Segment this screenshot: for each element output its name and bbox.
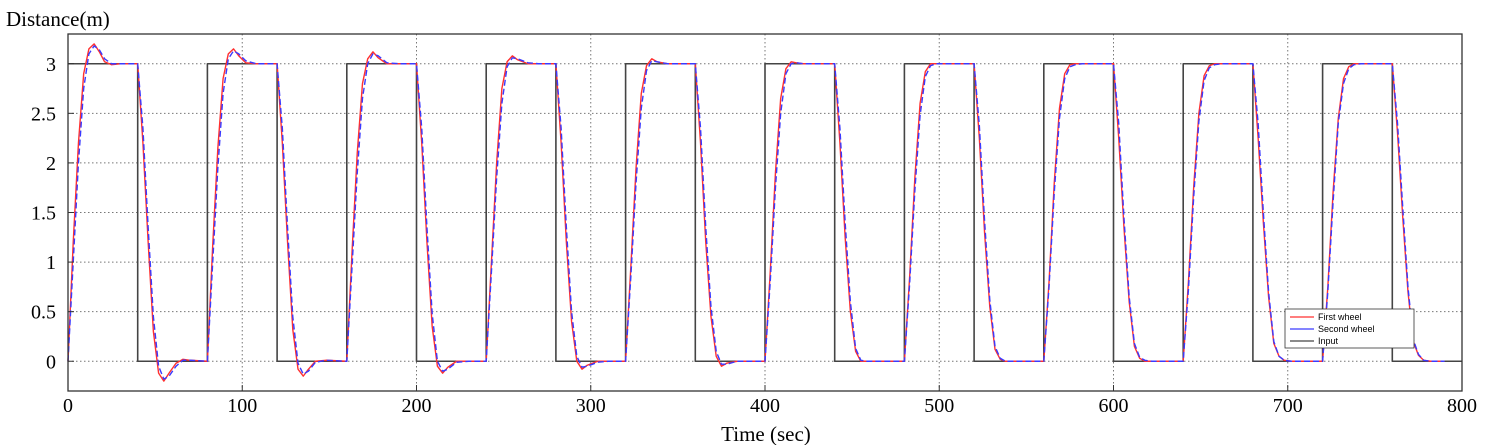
axis-ticks: 0 100 200 300 400 500 600 700 800 0 0.5 1 1.5 2 2.5 3 <box>31 54 1477 417</box>
series-layer <box>67 43 1462 382</box>
x-tick-label: 0 <box>63 395 73 417</box>
x-tick-label: 400 <box>750 395 780 417</box>
x-axis-title: Time (sec) <box>721 422 811 445</box>
y-axis-title: Distance(m) <box>6 7 110 31</box>
y-tick-label: 1 <box>46 252 56 274</box>
y-tick-label: 2 <box>46 153 56 175</box>
legend-label-input: Input <box>1318 336 1339 346</box>
legend: First wheel Second wheel Input <box>1284 308 1415 349</box>
legend-label-first-wheel: First wheel <box>1318 312 1362 322</box>
series-line-input <box>68 62 1462 363</box>
x-tick-label: 200 <box>402 395 432 417</box>
x-tick-label: 800 <box>1447 395 1477 417</box>
y-tick-label: 0.5 <box>31 302 56 324</box>
legend-label-second-wheel: Second wheel <box>1318 324 1375 334</box>
y-tick-label: 0 <box>46 351 56 373</box>
y-tick-label: 3 <box>46 54 56 76</box>
y-tick-label: 1.5 <box>31 203 56 225</box>
x-tick-label: 500 <box>924 395 954 417</box>
x-tick-label: 300 <box>576 395 606 417</box>
x-tick-label: 700 <box>1273 395 1303 417</box>
x-tick-label: 100 <box>227 395 257 417</box>
y-tick-label: 2.5 <box>31 103 56 125</box>
series-line-second-wheel <box>67 45 1445 380</box>
x-tick-label: 600 <box>1099 395 1129 417</box>
